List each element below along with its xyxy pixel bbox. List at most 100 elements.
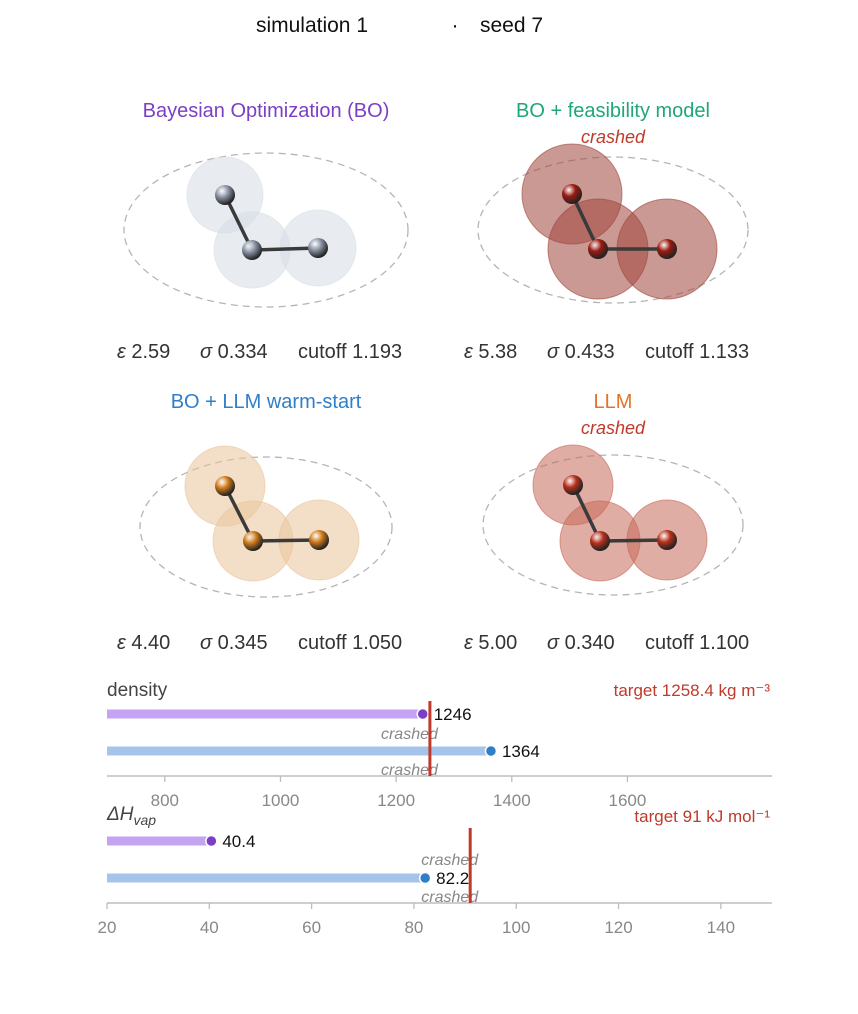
chart-title-main: ΔH bbox=[106, 804, 134, 825]
epsilon-symbol: ε bbox=[117, 632, 127, 654]
cutoff-ellipse bbox=[482, 454, 744, 596]
bar-charts: density target 1258.4 kg m⁻³ 800 1000 1200 14… bbox=[98, 680, 772, 937]
cutoff-symbol: cutoff bbox=[645, 341, 694, 363]
sigma-symbol: σ bbox=[547, 341, 560, 363]
epsilon-symbol: ε bbox=[464, 632, 474, 654]
molecule-panel: BO + LLM warm-start ε 4.40 σ 0.345 cutoff 1… bbox=[117, 391, 402, 654]
cutoff-label: cutoff 1.193 bbox=[298, 341, 402, 363]
epsilon-symbol: ε bbox=[464, 341, 474, 363]
header-separator: · bbox=[452, 14, 459, 37]
bar-value-label: 82.2 bbox=[436, 869, 469, 888]
sigma-value: 0.340 bbox=[565, 632, 615, 654]
epsilon-label: ε 4.40 bbox=[117, 632, 170, 654]
atom bbox=[215, 476, 235, 496]
target-label: target 91 kJ mol⁻¹ bbox=[634, 807, 770, 826]
atom bbox=[243, 531, 263, 551]
chart-title: ΔHvap bbox=[106, 804, 156, 828]
x-tick-label: 1000 bbox=[262, 791, 300, 810]
epsilon-symbol: ε bbox=[117, 341, 127, 363]
sigma-label: σ 0.345 bbox=[200, 632, 268, 654]
chart-title-main: density bbox=[107, 680, 168, 701]
atom bbox=[657, 530, 677, 550]
cutoff-value: 1.050 bbox=[352, 632, 402, 654]
cutoff-ellipse bbox=[123, 152, 409, 308]
x-tick-label: 100 bbox=[502, 918, 530, 937]
bond bbox=[571, 484, 602, 542]
x-tick-label: 1600 bbox=[609, 791, 647, 810]
bond bbox=[252, 538, 320, 543]
molecule-panels: Bayesian Optimization (BO) ε 2.59 σ 0.334 c… bbox=[117, 100, 749, 654]
cutoff-symbol: cutoff bbox=[298, 632, 347, 654]
sigma-symbol: σ bbox=[200, 632, 213, 654]
sigma-value: 0.345 bbox=[218, 632, 268, 654]
x-tick-label: 40 bbox=[200, 918, 219, 937]
epsilon-value: 5.38 bbox=[478, 341, 517, 363]
atom bbox=[588, 239, 608, 259]
cutoff-value: 1.100 bbox=[699, 632, 749, 654]
sigma-value: 0.433 bbox=[565, 341, 615, 363]
atom bbox=[562, 184, 582, 204]
sigma-label: σ 0.334 bbox=[200, 341, 268, 363]
atom bbox=[308, 238, 328, 258]
chart-1: ΔHvap target 91 kJ mol⁻¹ 20 40 60 80 100 120 140… bbox=[98, 804, 772, 937]
epsilon-label: ε 2.59 bbox=[117, 341, 170, 363]
bond bbox=[223, 485, 255, 542]
parameter-readout: ε 5.38 σ 0.433 cutoff 1.133 bbox=[464, 341, 749, 363]
crashed-status: crashed bbox=[581, 418, 646, 438]
bond bbox=[570, 193, 600, 250]
chart-title-subscript: vap bbox=[133, 812, 156, 828]
cutoff-ellipse bbox=[139, 456, 393, 598]
cutoff-label: cutoff 1.050 bbox=[298, 632, 402, 654]
crashed-label: crashed bbox=[421, 889, 479, 906]
target-label: target 1258.4 kg m⁻³ bbox=[614, 681, 771, 700]
panel-title: Bayesian Optimization (BO) bbox=[143, 100, 390, 122]
bond bbox=[251, 246, 319, 252]
epsilon-label: ε 5.38 bbox=[464, 341, 517, 363]
cutoff-label: cutoff 1.133 bbox=[645, 341, 749, 363]
cutoff-value: 1.133 bbox=[699, 341, 749, 363]
bar-endpoint-dot bbox=[416, 707, 429, 721]
bond bbox=[223, 194, 254, 251]
bar-endpoint-dot bbox=[418, 871, 432, 885]
bar-value-label: 1364 bbox=[502, 742, 540, 761]
x-tick-label: 120 bbox=[604, 918, 632, 937]
molecule-panel: LLM crashed ε 5.00 σ 0.340 cutoff 1.100 bbox=[464, 391, 749, 654]
crashed-status: crashed bbox=[581, 127, 646, 147]
sigma-symbol: σ bbox=[200, 341, 213, 363]
atom bbox=[242, 240, 262, 260]
seed-label: seed 7 bbox=[480, 14, 543, 37]
bar-value-label: 1246 bbox=[434, 705, 472, 724]
atom bbox=[215, 185, 235, 205]
cutoff-label: cutoff 1.100 bbox=[645, 632, 749, 654]
atom bbox=[309, 530, 329, 550]
cutoff-value: 1.193 bbox=[352, 341, 402, 363]
atom bbox=[590, 531, 610, 551]
sigma-value: 0.334 bbox=[218, 341, 268, 363]
epsilon-value: 5.00 bbox=[478, 632, 517, 654]
cutoff-symbol: cutoff bbox=[298, 341, 347, 363]
chart-title: density bbox=[107, 680, 168, 701]
parameter-readout: ε 4.40 σ 0.345 cutoff 1.050 bbox=[117, 632, 402, 654]
bar-endpoint-dot bbox=[484, 744, 498, 758]
crashed-label: crashed bbox=[381, 726, 439, 743]
panel-title: BO + feasibility model bbox=[516, 100, 710, 122]
figure-header: simulation 1 · seed 7 bbox=[256, 14, 543, 37]
bar-value-label: 40.4 bbox=[222, 832, 255, 851]
atom bbox=[563, 475, 583, 495]
panel-title: LLM bbox=[594, 391, 633, 413]
molecule-panel: Bayesian Optimization (BO) ε 2.59 σ 0.334 c… bbox=[117, 100, 409, 363]
sigma-label: σ 0.433 bbox=[547, 341, 615, 363]
bond bbox=[599, 538, 668, 543]
atom bbox=[657, 239, 677, 259]
molecule-panel: BO + feasibility model crashed ε 5.38 σ 0.4… bbox=[464, 100, 749, 363]
x-tick-label: 140 bbox=[707, 918, 735, 937]
sigma-symbol: σ bbox=[547, 632, 560, 654]
chart-0: density target 1258.4 kg m⁻³ 800 1000 1200 14… bbox=[107, 680, 772, 810]
parameter-readout: ε 2.59 σ 0.334 cutoff 1.193 bbox=[117, 341, 402, 363]
epsilon-value: 2.59 bbox=[131, 341, 170, 363]
crashed-label: crashed bbox=[381, 762, 439, 779]
x-tick-label: 80 bbox=[404, 918, 423, 937]
x-tick-label: 20 bbox=[98, 918, 117, 937]
cutoff-symbol: cutoff bbox=[645, 632, 694, 654]
